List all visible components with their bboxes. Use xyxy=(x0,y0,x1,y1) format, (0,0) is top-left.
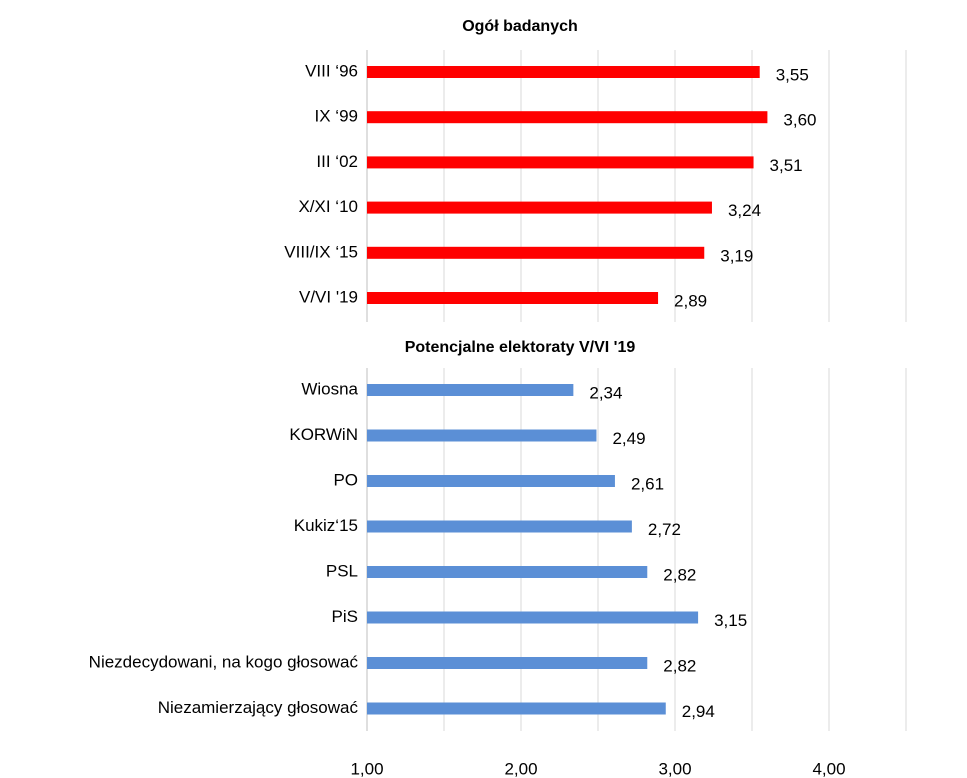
value-label: 3,24 xyxy=(728,201,761,220)
bar xyxy=(367,611,699,624)
value-label: 2,61 xyxy=(631,474,664,493)
value-label: 2,82 xyxy=(663,656,696,675)
category-label: VIII ‘96 xyxy=(305,61,358,80)
value-label: 2,34 xyxy=(589,383,622,402)
x-tick-label: 1,00 xyxy=(350,759,383,778)
panel-title: Ogół badanych xyxy=(462,18,578,35)
category-label: KORWiN xyxy=(289,425,358,444)
category-label: Wiosna xyxy=(301,379,358,398)
category-label: Niezamierzający głosować xyxy=(158,698,359,717)
x-tick-label: 4,00 xyxy=(812,759,845,778)
bar xyxy=(367,292,659,304)
bar xyxy=(367,156,754,169)
category-label: Niezdecydowani, na kogo głosować xyxy=(89,652,359,671)
value-label: 2,82 xyxy=(663,565,696,584)
category-label: V/VI '19 xyxy=(299,287,358,306)
x-tick-label: 3,00 xyxy=(658,759,691,778)
category-label: III ‘02 xyxy=(316,152,358,171)
x-tick-label: 2,00 xyxy=(504,759,537,778)
bar xyxy=(367,246,705,259)
category-label: PSL xyxy=(326,561,358,580)
value-label: 2,49 xyxy=(612,429,645,448)
bar xyxy=(367,201,712,214)
value-label: 3,55 xyxy=(776,65,809,84)
category-label: Kukiz‘15 xyxy=(294,516,358,535)
value-label: 3,19 xyxy=(720,246,753,265)
panel-title: Potencjalne elektoraty V/VI '19 xyxy=(405,339,636,356)
category-label: X/XI ‘10 xyxy=(298,197,358,216)
bar xyxy=(367,657,648,669)
value-label: 2,72 xyxy=(648,520,681,539)
bar xyxy=(367,66,760,78)
category-label: PiS xyxy=(332,607,358,626)
value-label: 3,51 xyxy=(770,156,803,175)
bar xyxy=(367,475,615,487)
bar xyxy=(367,429,597,442)
value-label: 2,94 xyxy=(682,702,715,721)
value-label: 3,60 xyxy=(783,111,816,130)
bar xyxy=(367,111,768,124)
bar xyxy=(367,566,648,578)
category-label: PO xyxy=(333,470,358,489)
bar xyxy=(367,384,574,396)
category-label: VIII/IX ‘15 xyxy=(284,242,358,261)
value-label: 2,89 xyxy=(674,291,707,310)
value-label: 3,15 xyxy=(714,611,747,630)
bar xyxy=(367,702,666,715)
bar xyxy=(367,520,632,533)
category-label: IX ‘99 xyxy=(315,107,358,126)
